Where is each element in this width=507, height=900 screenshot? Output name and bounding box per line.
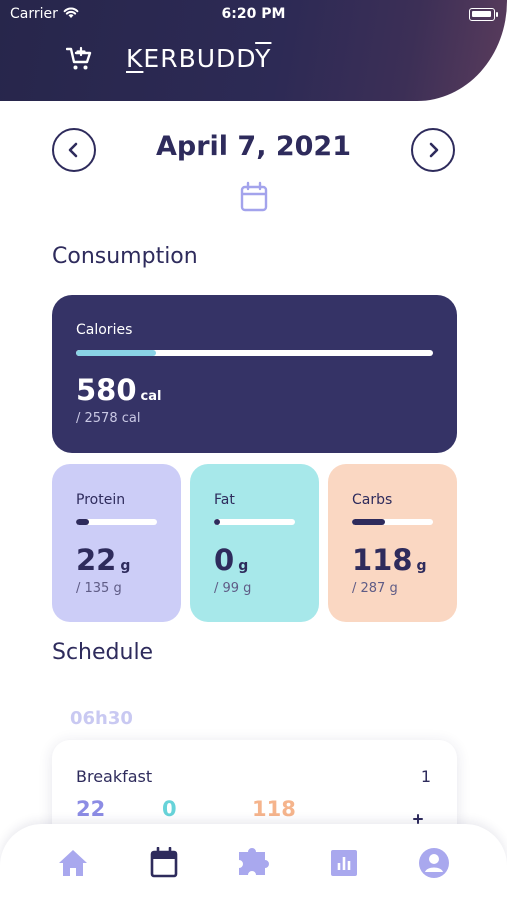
carbs-value: 118 g (352, 543, 427, 577)
home-icon (59, 850, 87, 876)
tab-puzzle[interactable] (236, 846, 270, 880)
meal-protein-value: 22 (76, 797, 106, 821)
battery-icon (469, 8, 498, 21)
calories-value: 580 cal (76, 373, 162, 407)
meal-item-count: 1 (420, 767, 431, 786)
chevron-right-icon (429, 142, 439, 158)
carbs-goal: / 287 g (352, 581, 398, 596)
cart-icon[interactable] (65, 46, 92, 76)
next-day-button[interactable] (411, 128, 455, 172)
puzzle-icon (239, 848, 269, 875)
schedule-time: 06h30 (70, 708, 133, 729)
protein-progress-bar (76, 519, 157, 525)
carbs-card[interactable]: Carbs 118 g / 287 g (328, 464, 457, 622)
consumption-title: Consumption (52, 244, 198, 269)
protein-value: 22 g (76, 543, 131, 577)
tab-calendar[interactable] (147, 846, 181, 880)
wifi-icon (62, 4, 80, 24)
meal-carbs-value: 118 (252, 797, 296, 821)
schedule-title: Schedule (52, 640, 154, 665)
carbs-progress-bar (352, 519, 433, 525)
fat-label: Fat (214, 492, 235, 508)
calories-label: Calories (76, 322, 133, 338)
brand-logo: KERBUDDY (126, 44, 272, 73)
selected-date: April 7, 2021 (155, 131, 352, 162)
profile-icon (419, 848, 449, 878)
status-bar: Carrier 6:20 PM (0, 6, 507, 24)
stats-icon (331, 850, 357, 876)
tab-profile[interactable] (417, 846, 451, 880)
tab-bar (0, 824, 507, 900)
protein-card[interactable]: Protein 22 g / 135 g (52, 464, 181, 622)
tab-home[interactable] (56, 846, 90, 880)
tab-stats[interactable] (327, 846, 361, 880)
app-header: Carrier 6:20 PM KERBUDDY (0, 0, 507, 101)
meal-name: Breakfast (76, 767, 153, 786)
clock: 6:20 PM (221, 6, 286, 22)
fat-goal: / 99 g (214, 581, 252, 596)
meal-fat-value: 0 (162, 797, 177, 821)
calories-progress-bar (76, 350, 433, 356)
protein-goal: / 135 g (76, 581, 122, 596)
calendar-picker-icon[interactable] (239, 181, 269, 217)
fat-progress-bar (214, 519, 295, 525)
calories-card[interactable]: Calories 580 cal / 2578 cal (52, 295, 457, 453)
calendar-icon (150, 847, 178, 878)
carrier-label: Carrier (10, 6, 58, 22)
carbs-label: Carbs (352, 492, 393, 508)
calories-goal: / 2578 cal (76, 411, 141, 426)
chevron-left-icon (68, 142, 78, 158)
protein-label: Protein (76, 492, 126, 508)
previous-day-button[interactable] (52, 128, 96, 172)
